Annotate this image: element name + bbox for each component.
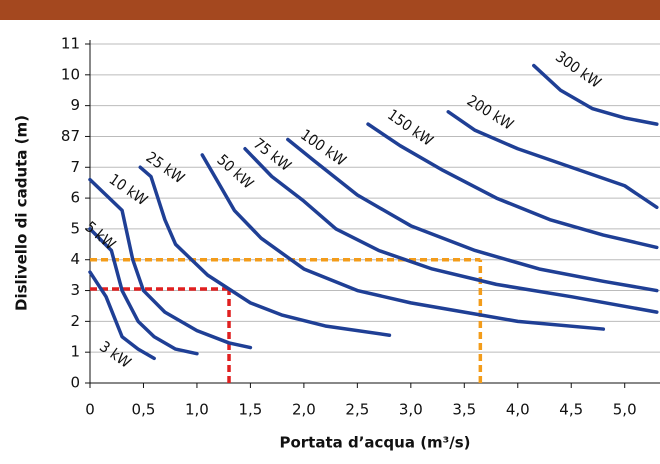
curve	[138, 165, 392, 337]
x-tick-label: 3,5	[452, 401, 476, 419]
curve	[446, 110, 659, 210]
x-axis-title: Portata d’acqua (m³/s)	[279, 434, 470, 452]
curve	[88, 270, 156, 361]
x-tick-label: 4,5	[559, 401, 583, 419]
y-tick-label: 6	[70, 189, 80, 207]
curve	[286, 137, 659, 293]
x-tick-label: 4,0	[506, 401, 530, 419]
y-tick-label: 0	[70, 374, 80, 392]
y-tick-label: 4	[70, 250, 80, 268]
x-tick-label: 3,0	[399, 401, 423, 419]
x-tick-label: 1,0	[185, 401, 209, 419]
curve	[532, 63, 659, 126]
curve	[200, 153, 606, 331]
y-tick-label: 2	[70, 312, 80, 330]
y-axis-title: Dislivello di caduta (m)	[13, 115, 31, 311]
curve-label: 150 kW	[384, 106, 436, 150]
curve-label: 100 kW	[297, 126, 349, 170]
curve	[243, 147, 659, 314]
x-tick-label: 1,5	[238, 401, 262, 419]
y-tick-label: 9	[70, 96, 80, 114]
x-tick-label: 0,5	[132, 401, 156, 419]
curve-label: 5 kW	[82, 218, 120, 254]
y-tick-label: 87	[61, 127, 80, 145]
curve	[88, 227, 199, 356]
y-tick-label: 11	[61, 35, 80, 53]
x-tick-label: 2,5	[345, 401, 369, 419]
y-tick-label: 7	[70, 158, 80, 176]
y-tick-label: 10	[61, 65, 80, 83]
curve	[366, 122, 659, 250]
x-tick-label: 5,0	[613, 401, 637, 419]
y-tick-label: 3	[70, 281, 80, 299]
curve-label: 300 kW	[552, 48, 604, 92]
y-tick-label: 5	[70, 219, 80, 237]
curve	[88, 177, 253, 350]
x-tick-label: 0	[85, 401, 95, 419]
y-tick-label: 1	[70, 343, 80, 361]
x-tick-label: 2,0	[292, 401, 316, 419]
header-bar	[0, 0, 660, 20]
